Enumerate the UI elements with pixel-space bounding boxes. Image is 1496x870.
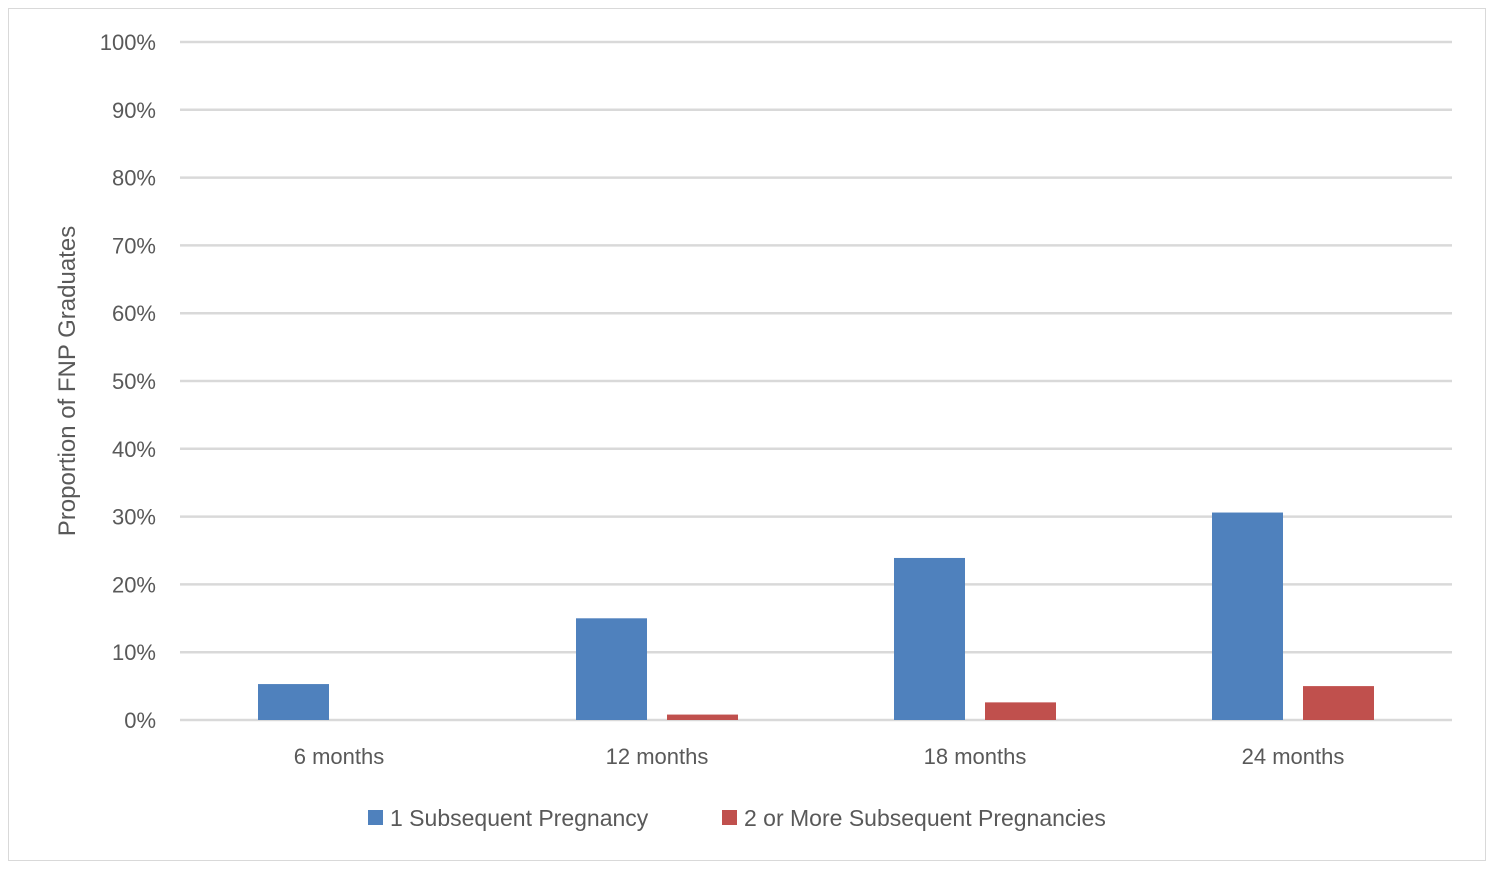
bar-two-or-more-2 xyxy=(985,702,1056,720)
legend-swatch xyxy=(368,810,383,825)
y-tick-label: 50% xyxy=(112,369,156,394)
bar-two-or-more-1 xyxy=(667,714,738,720)
y-tick-label: 90% xyxy=(112,98,156,123)
bar-one-subsequent-3 xyxy=(1212,512,1283,720)
y-tick-label: 20% xyxy=(112,572,156,597)
y-tick-label: 10% xyxy=(112,640,156,665)
bars xyxy=(258,512,1374,720)
y-tick-label: 80% xyxy=(112,166,156,191)
legend-label: 2 or More Subsequent Pregnancies xyxy=(744,805,1106,831)
y-tick-label: 40% xyxy=(112,437,156,462)
legend-label: 1 Subsequent Pregnancy xyxy=(390,805,649,831)
x-tick-label: 12 months xyxy=(606,744,709,769)
y-tick-label: 0% xyxy=(124,708,156,733)
legend: 1 Subsequent Pregnancy 2 or More Subseque… xyxy=(368,805,1106,831)
bar-one-subsequent-1 xyxy=(576,618,647,720)
bar-one-subsequent-0 xyxy=(258,684,329,720)
y-axis-title: Proportion of FNP Graduates xyxy=(54,226,81,536)
legend-swatch xyxy=(722,810,737,825)
bar-one-subsequent-2 xyxy=(894,557,965,720)
y-tick-label: 30% xyxy=(112,505,156,530)
x-axis-ticks: 6 months 12 months 18 months 24 months xyxy=(294,744,1345,769)
y-tick-label: 70% xyxy=(112,233,156,258)
chart-frame xyxy=(8,8,1486,861)
x-tick-label: 24 months xyxy=(1242,744,1345,769)
y-axis-ticks: 0% 10% 20% 30% 40% 50% 60% 70% 80% 90% 100% xyxy=(100,30,156,733)
y-tick-label: 60% xyxy=(112,301,156,326)
y-tick-label: 100% xyxy=(100,30,156,55)
x-tick-label: 6 months xyxy=(294,744,385,769)
x-tick-label: 18 months xyxy=(924,744,1027,769)
bar-two-or-more-3 xyxy=(1303,686,1374,720)
